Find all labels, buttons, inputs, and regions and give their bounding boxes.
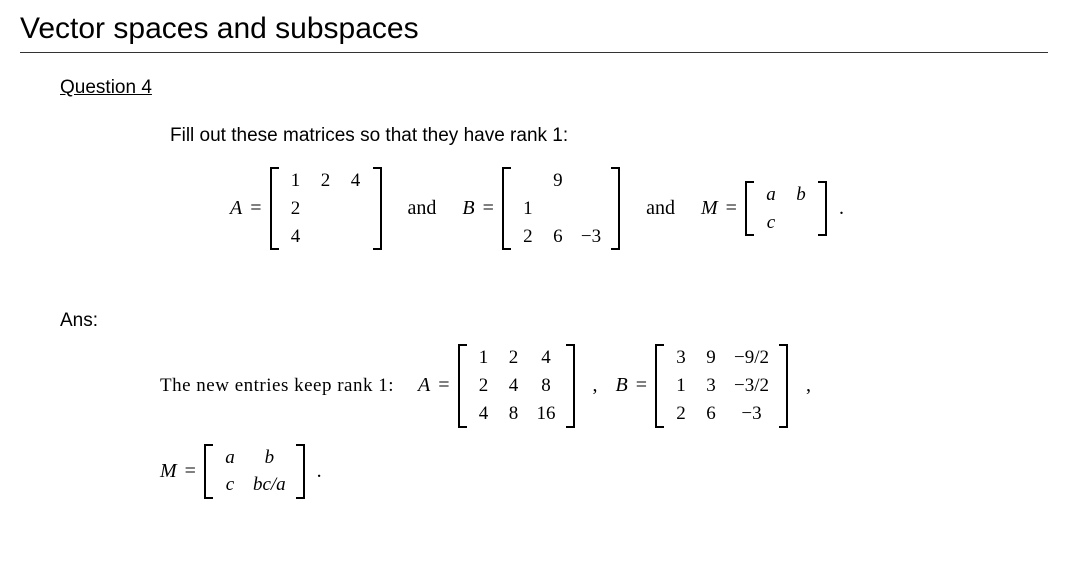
matrix-B-question: B = 9 1 26−3 <box>462 167 620 250</box>
label-A: A <box>230 197 242 220</box>
page-title: Vector spaces and subspaces <box>20 12 1048 46</box>
and-2: and <box>646 197 675 220</box>
question-matrices: A = 124 2 4 and B = 9 1 26−3 and M = <box>230 167 1048 250</box>
label-B: B <box>462 197 474 220</box>
equals: = <box>250 197 261 220</box>
matrix-M-answer: M = ab cbc/a . <box>160 444 322 500</box>
equals: = <box>438 374 449 397</box>
answer-row-1: The new entries keep rank 1: A = 124 248… <box>160 344 1048 427</box>
equals: = <box>726 197 737 220</box>
matrix-A-question: A = 124 2 4 <box>230 167 382 250</box>
answer-label: Ans: <box>60 310 1048 332</box>
matrix-M-question: M = ab c . <box>701 181 844 237</box>
period: . <box>839 197 844 220</box>
matrix-A-answer: A = 124 248 4816 <box>418 344 575 427</box>
label-M-ans: M <box>160 460 177 483</box>
comma: , <box>806 374 811 397</box>
comma: , <box>593 374 598 397</box>
period: . <box>317 460 322 483</box>
answer-text: The new entries keep rank 1: <box>160 375 394 397</box>
equals: = <box>483 197 494 220</box>
title-rule <box>20 52 1048 53</box>
matrix-B-answer: B = 39−9/2 13−3/2 26−3 <box>616 344 789 427</box>
question-label: Question 4 <box>60 77 1048 99</box>
and-1: and <box>408 197 437 220</box>
label-B-ans: B <box>616 374 628 397</box>
equals: = <box>636 374 647 397</box>
label-M: M <box>701 197 718 220</box>
question-prompt: Fill out these matrices so that they hav… <box>170 125 1048 147</box>
label-A-ans: A <box>418 374 430 397</box>
answer-row-2: M = ab cbc/a . <box>160 444 1048 500</box>
equals: = <box>185 460 196 483</box>
